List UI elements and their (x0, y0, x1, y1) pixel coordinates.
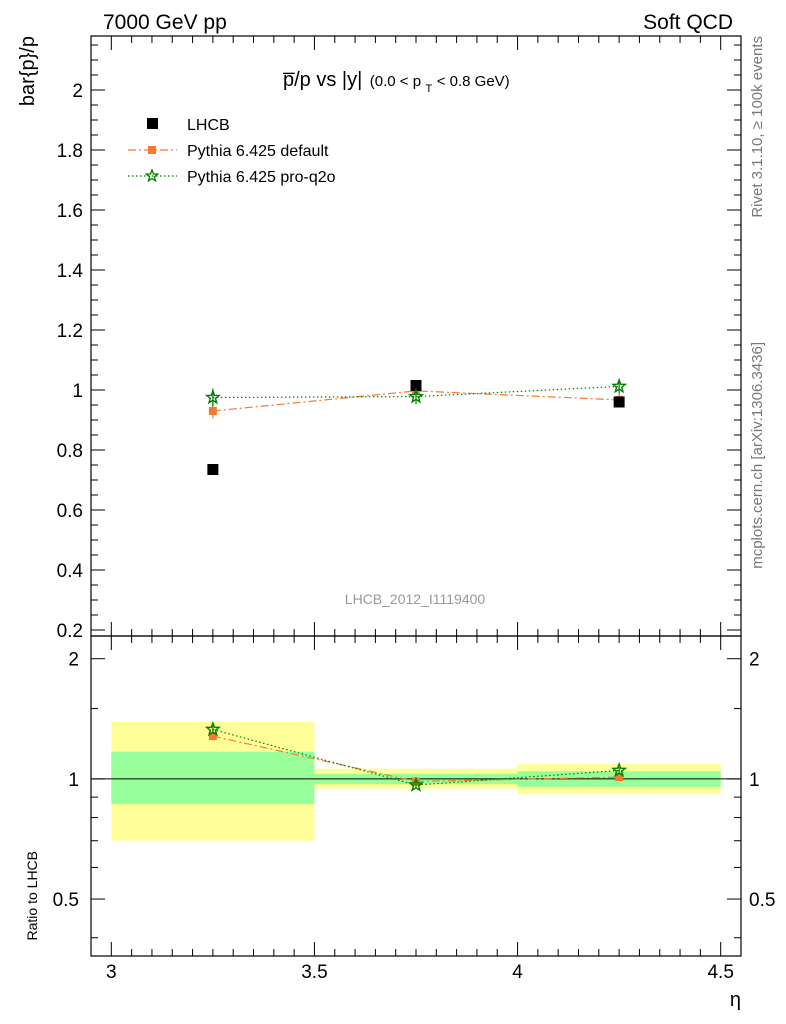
ratio-band-inner-0 (111, 751, 315, 805)
pythia-proq2o-point (204, 389, 221, 405)
y-tick-label: 1 (72, 381, 83, 402)
legend: LHCB Pythia 6.425 default Pythia 6.425 p… (128, 117, 336, 186)
y-tick-label: 0.4 (57, 561, 84, 582)
ratio-y-axis-label: Ratio to LHCB (24, 851, 40, 940)
x-tick-label: 4 (512, 962, 523, 983)
y-tick-label: 2 (72, 81, 83, 102)
ratio-pythia-proq2o-point (407, 776, 425, 792)
ratio-y-tick-label: 2 (68, 650, 79, 671)
title-main: p̅/p vs |y| (283, 69, 362, 91)
x-tick-label: 3 (106, 962, 117, 983)
title-sub-index: T (426, 83, 433, 95)
pythia-proq2o-point (611, 377, 628, 394)
y-tick-label: 0.8 (57, 441, 83, 462)
ratio-marks (204, 720, 628, 792)
legend-default-label: Pythia 6.425 default (187, 143, 329, 160)
ratio-pythia-proq2o-point (204, 720, 221, 737)
lhcb-point (613, 396, 625, 408)
y-tick-label: 0.6 (57, 501, 83, 522)
watermark: LHCB_2012_I1119400 (345, 591, 486, 607)
legend-default-marker (148, 146, 156, 154)
legend-lhcb-marker (147, 118, 158, 129)
pythia-default-point (208, 407, 217, 415)
pythia-proq2o-point (407, 388, 425, 404)
x-axis-label: η (730, 989, 741, 1011)
ratio-pythia-default-point (208, 732, 217, 741)
ratio-pythia-default-point (615, 773, 624, 782)
x-tick-label: 4.5 (707, 962, 733, 983)
legend-proq2o-marker (144, 168, 160, 183)
ratio-pythia-proq2o-point (611, 761, 628, 778)
y-tick-label: 1.6 (57, 201, 83, 222)
x-tick-label: 3.5 (301, 962, 327, 983)
y-tick-label: 0.2 (57, 621, 83, 642)
ratio-y-tick-label-right: 2 (749, 650, 760, 671)
lhcb-point (410, 380, 422, 391)
header-right: Soft QCD (643, 11, 733, 34)
header-left: 7000 GeV pp (103, 11, 227, 34)
rivet-label: Rivet 3.1.10, ≥ 100k events (749, 36, 766, 218)
chart-title: p̅/p vs |y| (0.0 < p T < 0.8 GeV) (283, 69, 510, 96)
lhcb-point (207, 464, 219, 475)
ratio-y-tick-label-right: 0.5 (749, 890, 775, 911)
legend-proq2o-label: Pythia 6.425 pro-q2o (187, 169, 336, 186)
y-axis-label: bar{p}/p (17, 36, 39, 106)
y-tick-label: 1.4 (57, 261, 84, 282)
ratio-y-tick-label: 0.5 (53, 890, 79, 911)
title-sub-suffix: < 0.8 GeV) (437, 73, 510, 90)
y-tick-label: 1.8 (57, 141, 83, 162)
mcplots-label: mcplots.cern.ch [arXiv:1306.3436] (749, 342, 766, 569)
ratio-y-tick-label: 1 (68, 770, 79, 791)
legend-lhcb-label: LHCB (187, 117, 230, 134)
main-marks (204, 377, 628, 475)
title-sub-prefix: (0.0 < p (370, 73, 421, 90)
y-tick-label: 1.2 (57, 321, 83, 342)
ticks: 3 3.5 4 4.5 0.2 0.4 0.6 0.8 1 1.2 1.4 1.6 1.8 2 0.5 0.5… (53, 36, 775, 983)
ratio-y-tick-label-right: 1 (749, 770, 760, 791)
